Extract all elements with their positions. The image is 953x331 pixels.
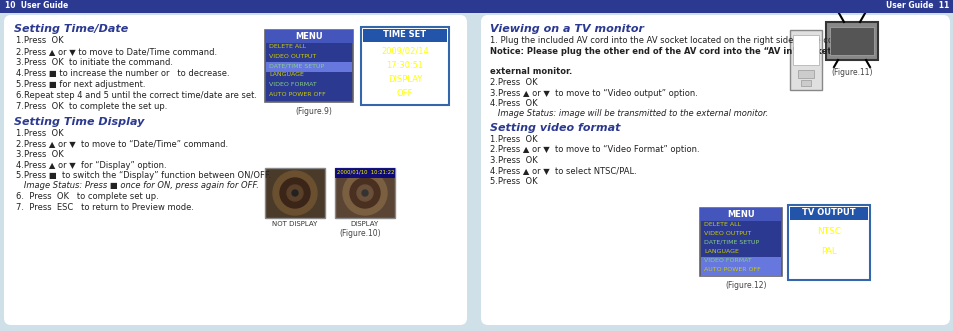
Bar bbox=[801, 80, 810, 86]
Text: 4.Press  OK: 4.Press OK bbox=[490, 99, 537, 108]
Text: Image Status: image will be transmitted to the external monitor.: Image Status: image will be transmitted … bbox=[490, 110, 767, 118]
Text: 1.Press  OK: 1.Press OK bbox=[16, 36, 64, 45]
Text: MENU: MENU bbox=[294, 32, 322, 41]
Circle shape bbox=[361, 190, 368, 196]
Text: 10  User Guide: 10 User Guide bbox=[5, 2, 69, 11]
Text: PAL: PAL bbox=[821, 247, 836, 256]
Circle shape bbox=[287, 185, 303, 201]
Text: 1.Press  OK: 1.Press OK bbox=[490, 135, 537, 144]
Text: LANGUAGE: LANGUAGE bbox=[269, 72, 304, 77]
Bar bbox=[360, 27, 449, 105]
Bar bbox=[363, 29, 447, 42]
Circle shape bbox=[350, 178, 379, 208]
Bar bbox=[700, 257, 781, 267]
Text: 2.Press ▲ or ▼  to move to “Date/Time” command.: 2.Press ▲ or ▼ to move to “Date/Time” co… bbox=[16, 139, 228, 149]
Bar bbox=[266, 62, 352, 72]
Text: (Figure.12): (Figure.12) bbox=[724, 281, 766, 290]
Text: Setting Time/Date: Setting Time/Date bbox=[14, 24, 128, 34]
Bar bbox=[787, 205, 869, 280]
Bar bbox=[789, 207, 867, 220]
Text: TV OUTPUT: TV OUTPUT bbox=[801, 208, 855, 217]
Bar bbox=[265, 168, 325, 218]
Circle shape bbox=[343, 171, 387, 215]
Text: Notice: Please plug the other end of the AV cord into the “AV in” socket on the: Notice: Please plug the other end of the… bbox=[490, 46, 864, 56]
Text: 2009/02/14: 2009/02/14 bbox=[381, 47, 429, 56]
FancyBboxPatch shape bbox=[4, 15, 467, 325]
Bar bbox=[789, 30, 821, 90]
Bar bbox=[265, 30, 353, 102]
Text: 5.Press ■ for next adjustment.: 5.Press ■ for next adjustment. bbox=[16, 80, 146, 89]
Text: 7.  Press  ESC   to return to Preview mode.: 7. Press ESC to return to Preview mode. bbox=[16, 203, 193, 212]
Text: DISPLAY: DISPLAY bbox=[351, 221, 378, 227]
Text: VIDEO FORMAT: VIDEO FORMAT bbox=[703, 258, 751, 263]
Bar bbox=[792, 35, 818, 65]
Text: 7.Press  OK  to complete the set up.: 7.Press OK to complete the set up. bbox=[16, 102, 167, 111]
Circle shape bbox=[273, 171, 316, 215]
Bar bbox=[797, 70, 813, 78]
Text: 6.  Press  OK   to complete set up.: 6. Press OK to complete set up. bbox=[16, 192, 158, 201]
Text: 17:30:51: 17:30:51 bbox=[386, 61, 423, 70]
Text: Setting Time Display: Setting Time Display bbox=[14, 117, 144, 127]
Text: Viewing on a TV monitor: Viewing on a TV monitor bbox=[490, 24, 643, 34]
Text: MENU: MENU bbox=[726, 210, 754, 219]
Text: DATE/TIME SETUP: DATE/TIME SETUP bbox=[703, 240, 759, 245]
Text: DISPLAY: DISPLAY bbox=[388, 75, 422, 84]
FancyBboxPatch shape bbox=[480, 15, 949, 325]
Text: NTSC: NTSC bbox=[816, 227, 841, 236]
Text: Image Status: Press ■ once for ON, press again for OFF.: Image Status: Press ■ once for ON, press… bbox=[16, 181, 258, 191]
Text: 4.Press ▲ or ▼  to select NTSC/PAL.: 4.Press ▲ or ▼ to select NTSC/PAL. bbox=[490, 166, 636, 175]
Text: 2.Press  OK: 2.Press OK bbox=[490, 78, 537, 87]
Bar bbox=[829, 27, 873, 55]
Text: 4.Press ■ to increase the number or   to decrease.: 4.Press ■ to increase the number or to d… bbox=[16, 69, 230, 78]
Text: LANGUAGE: LANGUAGE bbox=[703, 249, 739, 254]
Circle shape bbox=[356, 185, 373, 201]
Bar bbox=[0, 0, 953, 13]
Circle shape bbox=[280, 178, 310, 208]
Text: 3.Press ▲ or ▼  to move to “Video output” option.: 3.Press ▲ or ▼ to move to “Video output”… bbox=[490, 88, 698, 98]
Text: 2.Press ▲ or ▼ to move to Date/Time command.: 2.Press ▲ or ▼ to move to Date/Time comm… bbox=[16, 47, 217, 56]
Text: 3.Press  OK: 3.Press OK bbox=[490, 156, 537, 165]
Text: OFF: OFF bbox=[396, 89, 413, 98]
Bar bbox=[265, 30, 353, 43]
Text: AUTO POWER OFF: AUTO POWER OFF bbox=[703, 267, 760, 272]
Bar bbox=[335, 168, 395, 218]
Bar bbox=[700, 208, 781, 276]
Text: AUTO POWER OFF: AUTO POWER OFF bbox=[269, 91, 325, 97]
Text: 6.Repeat step 4 and 5 until the correct time/date are set.: 6.Repeat step 4 and 5 until the correct … bbox=[16, 91, 256, 100]
Bar bbox=[700, 208, 781, 221]
Text: 1. Plug the included AV cord into the AV socket located on the right side of the: 1. Plug the included AV cord into the AV… bbox=[490, 36, 858, 45]
Text: external monitor.: external monitor. bbox=[490, 68, 572, 76]
Text: Setting video format: Setting video format bbox=[490, 123, 619, 133]
Text: 5.Press ■  to switch the “Display” function between ON/OFF.: 5.Press ■ to switch the “Display” functi… bbox=[16, 171, 271, 180]
Text: 4.Press ▲ or ▼  for “Display” option.: 4.Press ▲ or ▼ for “Display” option. bbox=[16, 161, 167, 169]
Text: 3.Press  OK  to initiate the command.: 3.Press OK to initiate the command. bbox=[16, 58, 172, 67]
Bar bbox=[335, 168, 395, 178]
Bar bbox=[700, 266, 781, 276]
Text: 3.Press  OK: 3.Press OK bbox=[16, 150, 64, 159]
Text: 2.Press ▲ or ▼  to move to “Video Format” option.: 2.Press ▲ or ▼ to move to “Video Format”… bbox=[490, 146, 699, 155]
Text: User Guide  11: User Guide 11 bbox=[884, 2, 948, 11]
Text: VIDEO OUTPUT: VIDEO OUTPUT bbox=[703, 231, 750, 236]
Text: VIDEO OUTPUT: VIDEO OUTPUT bbox=[269, 54, 315, 59]
Text: TIME SET: TIME SET bbox=[383, 30, 426, 39]
Circle shape bbox=[292, 190, 297, 196]
Text: DELETE ALL: DELETE ALL bbox=[703, 222, 740, 227]
Bar bbox=[825, 22, 877, 60]
Text: VIDEO FORMAT: VIDEO FORMAT bbox=[269, 82, 316, 87]
Text: 5.Press  OK: 5.Press OK bbox=[490, 177, 537, 186]
Text: 1.Press  OK: 1.Press OK bbox=[16, 129, 64, 138]
Text: (Figure.11): (Figure.11) bbox=[830, 68, 872, 77]
Text: (Figure.9): (Figure.9) bbox=[295, 107, 332, 116]
Text: DELETE ALL: DELETE ALL bbox=[269, 44, 306, 49]
Text: NOT DISPLAY: NOT DISPLAY bbox=[272, 221, 317, 227]
Text: 2000/01/10  10:21:22: 2000/01/10 10:21:22 bbox=[336, 169, 395, 174]
Text: DATE/TIME SETUP: DATE/TIME SETUP bbox=[269, 63, 324, 68]
Text: (Figure.10): (Figure.10) bbox=[339, 229, 380, 238]
